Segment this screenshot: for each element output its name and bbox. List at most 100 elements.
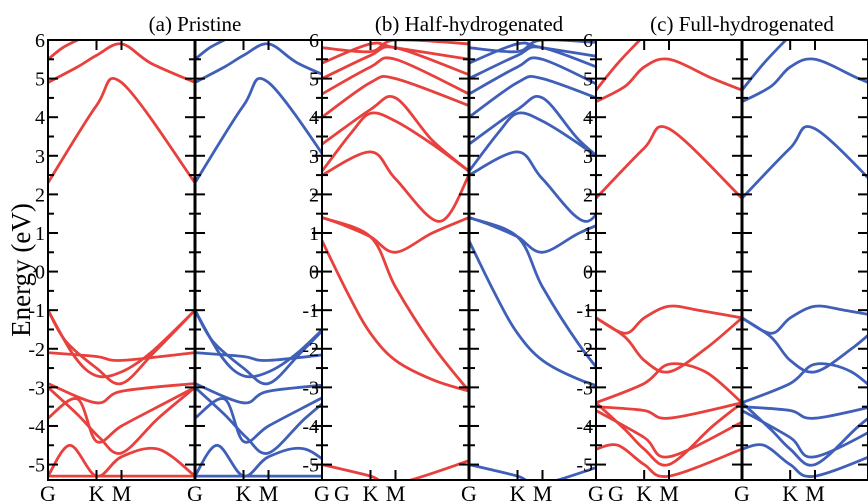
band-spin-down-5 bbox=[740, 362, 868, 405]
x-tick-label: K bbox=[89, 481, 105, 504]
band-spin-down-6 bbox=[740, 405, 868, 420]
band-spin-down-4 bbox=[467, 111, 596, 173]
band-spin-up-4 bbox=[48, 308, 197, 379]
y-tick-label: -2 bbox=[576, 339, 593, 361]
panel-1-bands bbox=[322, 40, 596, 480]
band-spin-up-8 bbox=[322, 45, 471, 80]
y-tick-label: -4 bbox=[302, 416, 319, 438]
x-tick-label: G bbox=[734, 481, 750, 504]
y-tick-label: 3 bbox=[35, 146, 45, 168]
y-tick-label: 5 bbox=[309, 69, 319, 91]
band-spin-up-7 bbox=[596, 401, 744, 467]
x-tick-label: K bbox=[782, 481, 798, 504]
band-spin-down-8 bbox=[193, 396, 322, 444]
band-spin-down-7 bbox=[467, 56, 596, 96]
panel-0-frame bbox=[47, 39, 323, 481]
y-tick-label: -3 bbox=[302, 377, 319, 399]
panel-1-frame bbox=[321, 39, 597, 481]
x-tick-label: G bbox=[314, 481, 330, 504]
y-tick-label: -1 bbox=[302, 300, 319, 322]
panel-0-bands bbox=[48, 40, 322, 478]
y-tick-label: -1 bbox=[28, 300, 45, 322]
band-spin-down-7 bbox=[193, 386, 322, 455]
x-tick-label: K bbox=[636, 481, 652, 504]
band-spin-up-7 bbox=[48, 386, 197, 455]
band-spin-down-1 bbox=[740, 57, 868, 104]
band-spin-down-9 bbox=[193, 443, 322, 478]
y-tick-label: -4 bbox=[576, 416, 593, 438]
band-spin-up-3 bbox=[596, 316, 744, 374]
y-tick-label: 1 bbox=[309, 223, 319, 245]
x-tick-label: M bbox=[533, 481, 553, 504]
band-spin-up-2 bbox=[48, 40, 79, 61]
band-spin-down-6 bbox=[467, 75, 596, 119]
y-tick-label: 4 bbox=[35, 107, 45, 129]
y-tick-label: 2 bbox=[583, 184, 593, 206]
y-axis-label: Energy (eV) bbox=[6, 203, 36, 337]
y-tick-label: 0 bbox=[309, 262, 319, 284]
panel-1-title: (b) Half-hydrogenated bbox=[375, 12, 564, 36]
y-tick-label: -5 bbox=[28, 455, 45, 477]
band-spin-down-8 bbox=[467, 45, 596, 80]
band-spin-up-5 bbox=[48, 351, 197, 362]
x-tick-label: M bbox=[805, 481, 825, 504]
y-tick-label: 2 bbox=[309, 184, 319, 206]
x-tick-label: K bbox=[236, 481, 252, 504]
band-spin-up-1 bbox=[322, 216, 471, 393]
band-spin-up-8 bbox=[48, 386, 197, 444]
band-spin-down-3 bbox=[467, 150, 596, 223]
band-spin-down-11 bbox=[467, 463, 596, 480]
x-tick-label: M bbox=[659, 481, 679, 504]
x-tick-label: K bbox=[363, 481, 379, 504]
y-tick-label: 4 bbox=[583, 107, 593, 129]
band-spin-down-8 bbox=[740, 409, 868, 459]
band-spin-up-9 bbox=[596, 443, 744, 478]
y-tick-label: -3 bbox=[576, 377, 593, 399]
y-tick-label: -5 bbox=[576, 455, 593, 477]
band-spin-up-6 bbox=[596, 401, 744, 420]
y-tick-label: 0 bbox=[35, 262, 45, 284]
band-spin-up-11 bbox=[322, 459, 471, 480]
band-spin-down-2 bbox=[467, 216, 596, 254]
y-tick-label: -5 bbox=[302, 455, 319, 477]
band-spin-up-3 bbox=[322, 150, 471, 223]
band-spin-down-9 bbox=[740, 443, 868, 478]
y-tick-label: -2 bbox=[28, 339, 45, 361]
band-spin-down-1 bbox=[467, 216, 596, 370]
band-spin-up-6 bbox=[48, 382, 197, 405]
y-tick-label: -2 bbox=[302, 339, 319, 361]
y-tick-label: 3 bbox=[583, 146, 593, 168]
band-spin-up-10 bbox=[322, 40, 471, 54]
x-tick-label: G bbox=[334, 481, 350, 504]
y-tick-label: 6 bbox=[35, 30, 45, 52]
band-spin-up-4 bbox=[596, 304, 744, 335]
band-spin-up-6 bbox=[322, 75, 471, 119]
y-tick-label: 2 bbox=[35, 184, 45, 206]
band-spin-up-0 bbox=[322, 239, 471, 393]
band-spin-up-2 bbox=[596, 40, 642, 92]
panel-2-frame bbox=[595, 39, 868, 481]
x-tick-label: G bbox=[461, 481, 477, 504]
x-tick-label: K bbox=[510, 481, 526, 504]
band-spin-up-8 bbox=[596, 409, 744, 459]
band-spin-down-1 bbox=[193, 42, 322, 84]
y-tick-label: -3 bbox=[28, 377, 45, 399]
panel-2-bands bbox=[596, 40, 868, 478]
y-tick-label: 5 bbox=[583, 69, 593, 91]
band-spin-up-7 bbox=[322, 56, 471, 96]
x-tick-label: G bbox=[608, 481, 624, 504]
band-spin-up-1 bbox=[48, 42, 197, 84]
y-tick-label: 1 bbox=[583, 223, 593, 245]
band-spin-down-2 bbox=[740, 40, 788, 92]
band-spin-up-1 bbox=[596, 57, 744, 104]
x-tick-label: G bbox=[40, 481, 56, 504]
band-spin-down-10 bbox=[467, 40, 596, 54]
y-tick-label: 0 bbox=[583, 262, 593, 284]
band-spin-up-5 bbox=[322, 95, 471, 173]
y-tick-label: -1 bbox=[576, 300, 593, 322]
